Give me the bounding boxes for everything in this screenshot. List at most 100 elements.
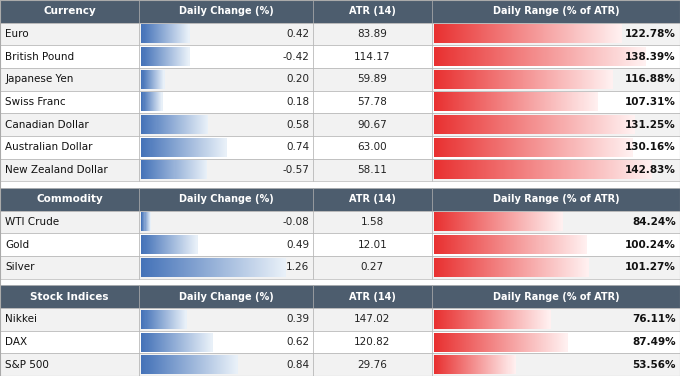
Bar	[627, 115, 629, 134]
Bar	[178, 235, 180, 254]
Bar	[451, 115, 453, 134]
Bar	[503, 138, 505, 157]
Bar	[146, 115, 147, 134]
Bar	[163, 70, 165, 89]
Bar	[516, 70, 517, 89]
Bar	[480, 212, 481, 232]
Bar	[474, 92, 476, 111]
Bar	[512, 115, 513, 134]
Bar	[569, 70, 571, 89]
Bar	[603, 70, 605, 89]
Bar	[441, 332, 443, 352]
Bar	[455, 115, 456, 134]
Bar	[546, 212, 548, 232]
Bar	[464, 212, 466, 232]
Bar	[561, 47, 562, 66]
Bar	[545, 70, 547, 89]
Bar	[520, 212, 522, 232]
Bar	[161, 70, 163, 89]
Bar	[434, 355, 435, 374]
Bar	[453, 92, 455, 111]
Bar	[644, 161, 645, 179]
Bar	[630, 161, 632, 179]
Bar	[458, 212, 460, 232]
Bar	[617, 115, 619, 134]
Bar	[440, 258, 441, 277]
Bar	[574, 47, 575, 66]
Bar	[529, 310, 530, 329]
Bar	[185, 235, 187, 254]
Bar	[201, 138, 203, 157]
Bar	[154, 310, 156, 329]
Bar	[629, 47, 630, 66]
Bar	[160, 47, 162, 66]
Bar	[578, 115, 580, 134]
Bar	[175, 115, 176, 134]
Bar	[626, 47, 628, 66]
Bar	[146, 47, 148, 66]
Bar	[465, 70, 466, 89]
Bar	[186, 161, 187, 179]
Bar	[630, 138, 631, 157]
Bar	[141, 258, 143, 277]
Bar	[581, 258, 583, 277]
Bar	[541, 235, 542, 254]
Bar	[444, 332, 445, 352]
Bar	[522, 24, 524, 44]
Bar	[194, 161, 197, 179]
Bar	[572, 70, 574, 89]
Bar	[235, 355, 237, 374]
Bar	[500, 235, 502, 254]
Bar	[456, 92, 458, 111]
Bar	[148, 212, 150, 232]
Bar	[502, 310, 504, 329]
Bar	[572, 235, 573, 254]
Bar	[547, 115, 549, 134]
Bar	[169, 161, 171, 179]
Bar	[608, 115, 610, 134]
Bar	[475, 70, 477, 89]
Bar	[507, 310, 509, 329]
Bar	[528, 235, 530, 254]
Bar	[508, 70, 509, 89]
Bar	[473, 332, 475, 352]
Bar	[480, 235, 482, 254]
Bar	[313, 91, 432, 113]
Bar	[630, 161, 631, 179]
Bar	[572, 24, 574, 44]
Bar	[438, 138, 439, 157]
Bar	[577, 92, 579, 111]
Bar	[605, 70, 607, 89]
Bar	[201, 161, 203, 179]
Bar	[183, 310, 185, 329]
Bar	[498, 258, 500, 277]
Bar	[564, 115, 566, 134]
Text: 0.20: 0.20	[286, 74, 309, 84]
Bar	[543, 235, 544, 254]
Bar	[195, 332, 197, 352]
Bar	[186, 24, 188, 44]
Bar	[444, 310, 445, 329]
Bar	[455, 355, 457, 374]
Bar	[527, 47, 528, 66]
Bar	[437, 355, 439, 374]
Bar	[640, 47, 642, 66]
Bar	[532, 70, 534, 89]
Bar	[194, 332, 196, 352]
Bar	[150, 332, 151, 352]
Bar	[464, 310, 466, 329]
Bar	[605, 138, 607, 157]
Bar	[499, 24, 500, 44]
Bar	[437, 47, 439, 66]
Text: 1.26: 1.26	[286, 262, 309, 272]
Text: 0.84: 0.84	[286, 360, 309, 370]
Bar	[550, 92, 552, 111]
Text: Daily Change (%): Daily Change (%)	[179, 292, 273, 302]
Bar	[177, 310, 179, 329]
Bar	[497, 47, 498, 66]
Bar	[221, 258, 222, 277]
Bar	[544, 332, 546, 352]
Bar	[249, 258, 251, 277]
Bar	[169, 310, 171, 329]
Bar	[545, 138, 547, 157]
